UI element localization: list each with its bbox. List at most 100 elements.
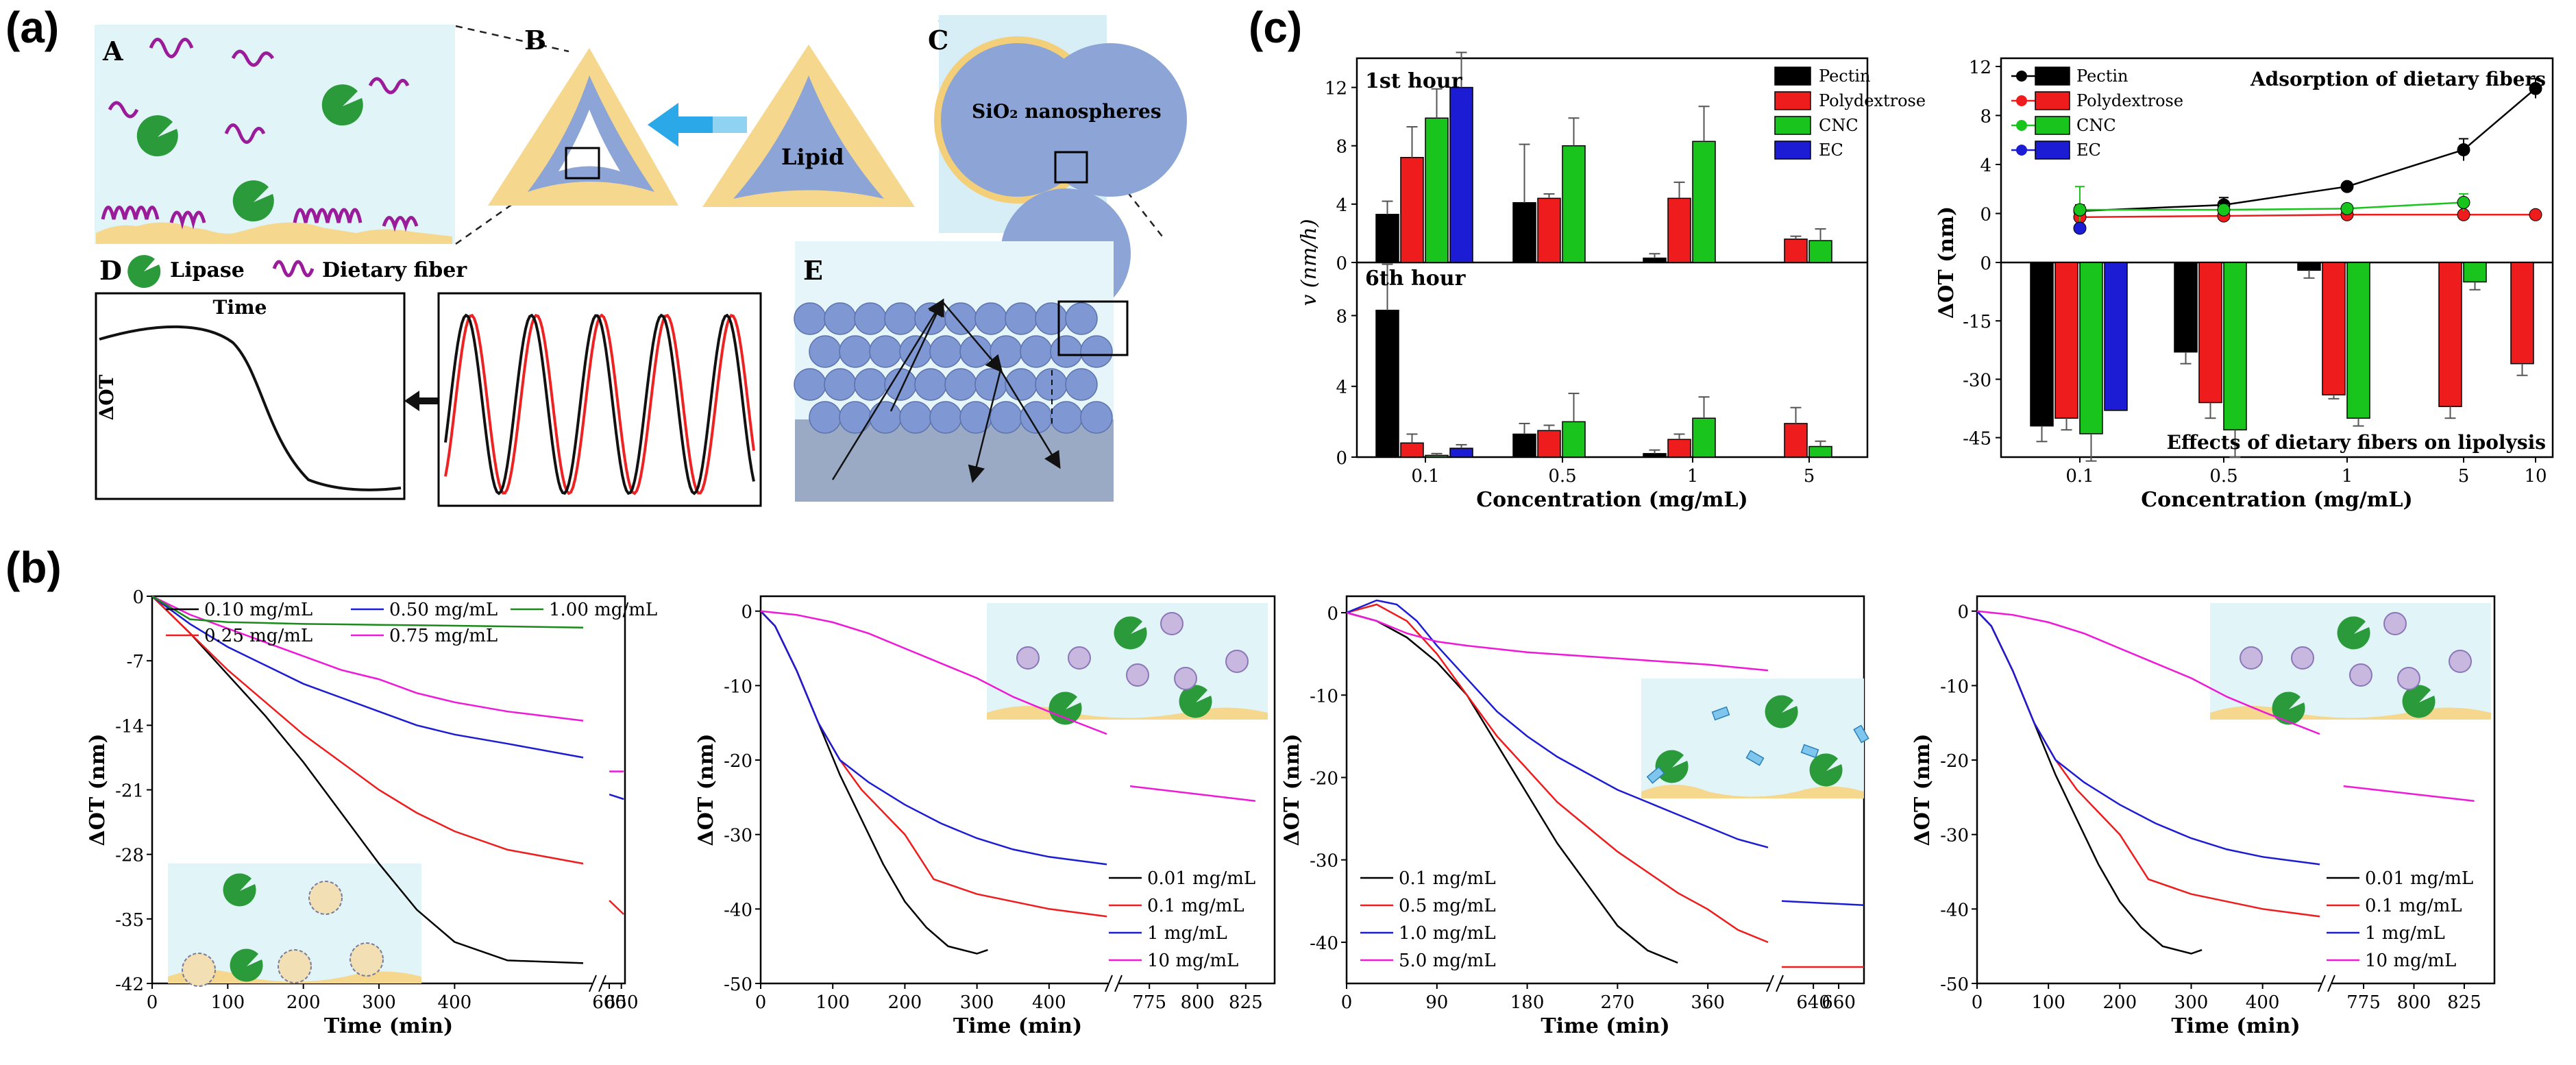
bar-pectin [2297,262,2321,271]
legend-entry: 0.1 mg/mL [1147,896,1244,916]
bar-polydextrose [1667,439,1691,458]
legend-entry: CNC [1819,116,1859,135]
x-tick-label: 300 [960,992,994,1013]
axis-break-mark [598,975,606,992]
legend-marker [2016,71,2027,82]
sphere-e [959,401,992,434]
legend-entry: 0.5 mg/mL [1399,896,1496,916]
fiber-cluster-icon [308,881,343,915]
y-tick-label: -50 [1940,975,1969,995]
y-axis-label: ΔOT (nm) [1280,733,1304,846]
legend-entry: 1.00 mg/mL [549,600,657,620]
sphere-e [884,368,917,401]
axis-break-mark [589,975,597,992]
lipase-icon [2337,616,2370,650]
sphere-e [944,302,977,335]
y-axis-label: ΔOT (nm) [86,733,110,846]
c-left-frame [1356,57,1869,458]
adsorption-point [2217,203,2231,217]
dietary-fiber-strand [231,49,275,67]
bar-polydextrose [1400,442,1424,458]
fiber-particle-icon [2449,650,2472,673]
y-tick-label: -30 [724,826,752,846]
time-label: Time [213,296,267,319]
legend-swatch [2035,91,2070,110]
fiber-particle-icon [1225,650,1249,673]
y-tick-label: -40 [1310,933,1338,954]
inset-lipid [1641,785,1864,798]
c-left-xlabel: Concentration (mg/mL) [1476,488,1747,512]
x-tick-label: 400 [438,992,472,1013]
fiber-particle-icon [2397,667,2420,690]
x-tick-label: 640 [1796,992,1830,1013]
y-tick-label: -45 [1963,429,1991,450]
bar-cnc [2079,262,2103,434]
legend-entry: 1 mg/mL [1147,923,1227,944]
sub-label-a: A [102,36,123,66]
x-tick-label: 1 [2342,466,2353,487]
bar-polydextrose [2322,262,2346,395]
arrow-tail [713,117,747,133]
x-tick-label: 10 [2524,466,2547,487]
dietary-fiber-strand [368,77,410,95]
chart-b4: 0-10-20-30-40-500 100 200 300 400 775 800 825Ti… [1911,595,2496,1038]
lipase-icon [136,115,178,157]
y-tick-label: -30 [1310,851,1338,872]
zoom-box-b [565,147,600,180]
lipase-icon [1048,691,1082,725]
axis-break-mark [1105,975,1113,992]
bar-pectin [1643,453,1667,458]
sphere-e [929,335,962,368]
legend-entry: 0.10 mg/mL [204,600,312,620]
connector-line [1127,191,1166,241]
bar-cnc [1808,240,1832,263]
sphere-e [869,401,902,434]
adsorption-point [2073,221,2087,235]
inset-illustration [2210,603,2491,725]
sphere-e [839,401,872,434]
fiber-particle-icon [1068,646,1091,670]
cnc-rod-icon [1711,706,1730,721]
sphere-e [824,368,857,401]
series-line-3 [760,610,1107,735]
fiber-particle-icon [2383,612,2407,635]
y-tick-label: 4 [1336,378,1347,398]
y-tick-label: 0 [1336,254,1347,274]
fiber-particle-icon [1174,667,1197,690]
legend-entry: Pectin [2076,66,2129,86]
y-tick-label: -10 [1310,686,1338,707]
c-right-xlabel: Concentration (mg/mL) [2141,488,2412,512]
dietary-fiber-strand [382,216,419,232]
legend-entry: CNC [2076,116,2116,135]
bar-pectin [1375,214,1399,263]
y-tick-label: 0 [1980,254,1991,274]
axis-break-mark [1766,975,1774,992]
axis-break-gap [592,975,603,992]
dietary-fiber-strand [101,206,160,220]
sphere-e [899,401,932,434]
x-tick-label: 0 [147,992,158,1013]
legend-entry: Polydextrose [2076,91,2183,110]
legend-entry: Polydextrose [1819,91,1926,110]
y-axis-label: ΔOT (nm) [1911,733,1935,846]
lipase-icon [2272,691,2305,725]
bar-cnc [1425,117,1449,263]
light-ray [890,298,944,412]
inset-lipid [168,970,421,983]
x-tick-label: 300 [2174,992,2209,1013]
bar-polydextrose [1400,156,1424,263]
panel-label-a: (a) [5,3,59,52]
bar-polydextrose [1784,423,1808,458]
y-tick-label: -40 [1940,900,1969,920]
fiber-particle-icon [1126,663,1149,687]
y-tick-label: 0 [741,602,752,623]
y-tick-label: 8 [1336,306,1347,327]
adsorption-line-cnc [2080,201,2464,211]
cnc-rod-icon [1853,724,1869,744]
legend-entry: 5.0 mg/mL [1399,951,1496,971]
fiber-particle-icon [2291,646,2314,670]
panel-a-schematic: A Lipase Dietary fiber B Lipid C SiO₂ nanosphe… [95,15,1187,507]
bar-polydextrose [2198,262,2222,404]
sphere-e [824,302,857,335]
